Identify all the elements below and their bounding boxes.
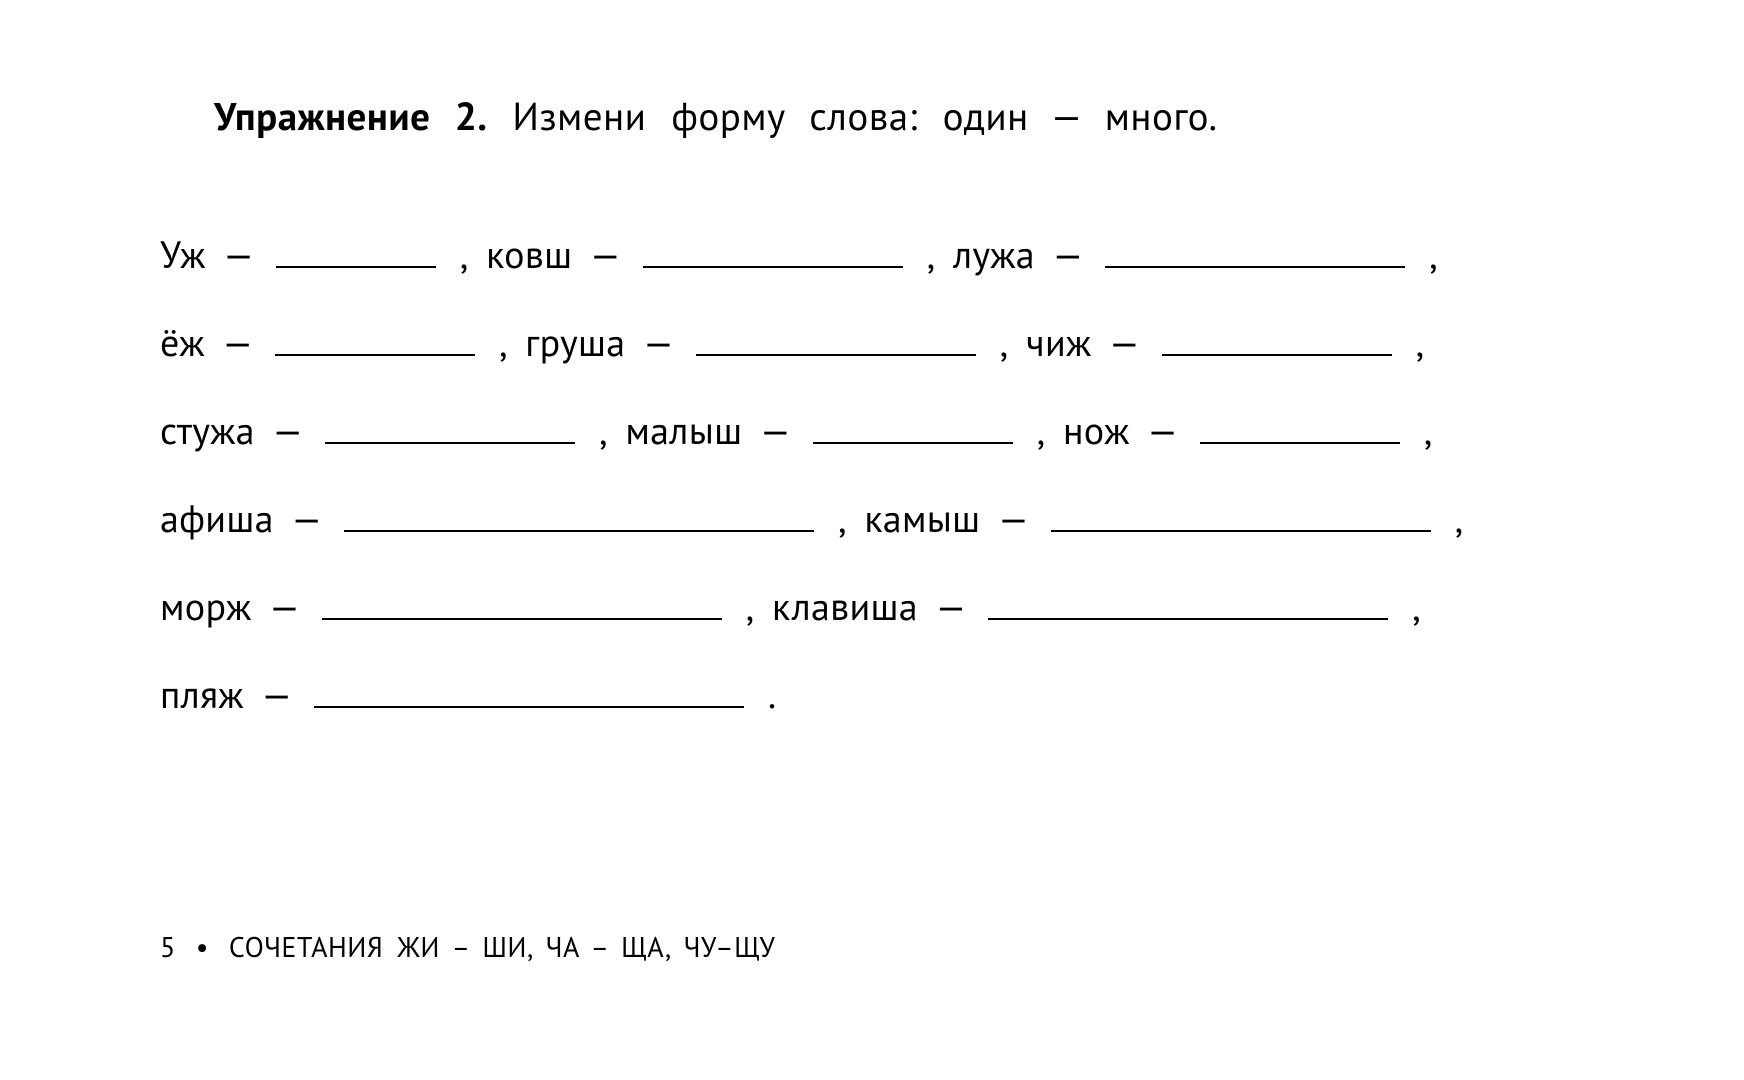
separator: , [1396,318,1425,367]
separator: — [918,582,984,631]
fill-in-blank[interactable] [275,326,475,357]
separator: , [1435,494,1464,543]
exercise-word: афиша [160,494,274,543]
fill-in-blank[interactable] [322,590,722,621]
exercise-instruction: Измени форму слова: один — много. [512,90,1217,141]
fill-in-blank[interactable] [1200,414,1400,445]
separator: , [1404,406,1433,455]
exercise-line: стужа — , малыш — , нож — , [160,387,1584,475]
fill-in-blank[interactable] [696,326,976,357]
exercise-word: груша [525,318,625,367]
separator: — [205,318,271,367]
page-number: 5 [160,928,176,965]
separator: , [818,494,864,543]
separator: , [1017,406,1063,455]
page-footer: 5 • СОЧЕТАНИЯ ЖИ – ШИ, ЧА – ЩА, ЧУ–ЩУ [160,928,775,965]
separator: , [1409,230,1438,279]
separator: , [440,230,486,279]
separator: — [206,230,272,279]
exercise-word: стужа [160,406,255,455]
exercise-word: чиж [1026,318,1091,367]
fill-in-blank[interactable] [1162,326,1392,357]
exercise-word: клавиша [772,582,918,631]
exercise-body: Уж — , ковш — , лужа — ,ёж — , груша — ,… [160,211,1584,739]
fill-in-blank[interactable] [325,414,575,445]
exercise-word: камыш [864,494,980,543]
separator: — [625,318,691,367]
fill-in-blank[interactable] [314,678,744,709]
exercise-word: морж [160,582,251,631]
separator: , [579,406,625,455]
separator: , [1392,582,1421,631]
separator: — [1130,406,1196,455]
separator: , [479,318,525,367]
fill-in-blank[interactable] [1051,502,1431,533]
separator: — [742,406,808,455]
exercise-line: пляж — . [160,651,1584,739]
exercise-word: лужа [953,230,1035,279]
separator: — [572,230,638,279]
separator: — [251,582,317,631]
fill-in-blank[interactable] [988,590,1388,621]
separator: — [980,494,1046,543]
separator: — [1091,318,1157,367]
fill-in-blank[interactable] [344,502,814,533]
exercise-word: нож [1063,406,1130,455]
exercise-label: Упражнение 2. [214,90,487,141]
exercise-word: ковш [486,230,572,279]
separator: — [1035,230,1101,279]
fill-in-blank[interactable] [276,238,436,269]
exercise-word: Уж [160,230,206,279]
exercise-line: Уж — , ковш — , лужа — , [160,211,1584,299]
fill-in-blank[interactable] [813,414,1013,445]
exercise-word: пляж [160,670,244,719]
separator: — [274,494,340,543]
exercise-line: ёж — , груша — , чиж — , [160,299,1584,387]
exercise-word: ёж [160,318,205,367]
separator: . [748,670,776,719]
fill-in-blank[interactable] [1105,238,1405,269]
exercise-line: морж — , клавиша — , [160,563,1584,651]
separator: , [907,230,953,279]
exercise-title-line: Упражнение 2. Измени форму слова: один —… [214,90,1584,141]
exercise-line: афиша — , камыш — , [160,475,1584,563]
separator: , [980,318,1026,367]
fill-in-blank[interactable] [643,238,903,269]
worksheet-page: Упражнение 2. Измени форму слова: один —… [0,0,1744,1080]
footer-bullet: • [196,928,209,965]
separator: — [255,406,321,455]
exercise-word: малыш [625,406,742,455]
separator: — [244,670,310,719]
separator: , [726,582,772,631]
footer-topic: СОЧЕТАНИЯ ЖИ – ШИ, ЧА – ЩА, ЧУ–ЩУ [229,928,776,965]
